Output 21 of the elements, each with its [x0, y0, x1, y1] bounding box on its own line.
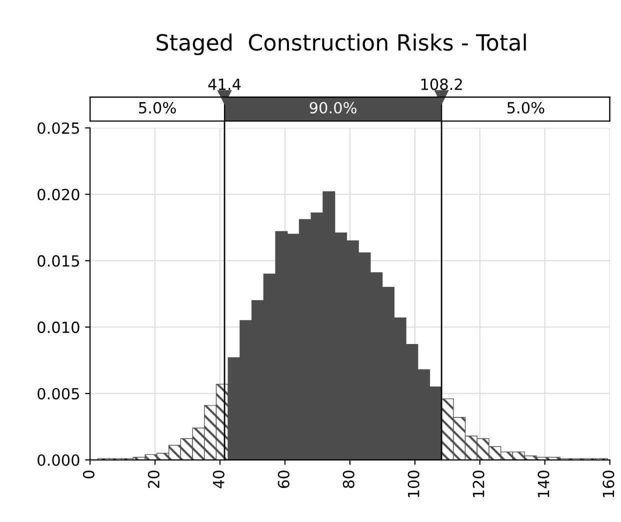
x-tick-label: 80: [342, 470, 354, 488]
x-tick-label: 40: [212, 470, 224, 488]
x-tick-label: 0: [82, 470, 94, 478]
x-tick-label: 20: [148, 470, 160, 488]
text: 90.0%: [310, 102, 356, 114]
y-tick-label: 0.025: [38, 122, 79, 134]
x-tick-label: 140: [538, 470, 550, 498]
y-tick-label: 0.010: [38, 322, 80, 334]
x-tick-label: 160: [602, 470, 614, 498]
ref-line-label: 108.2: [421, 78, 462, 90]
y-tick-label: 0.000: [38, 454, 80, 466]
text: 5.0%: [507, 102, 544, 114]
ref-line-label: 41.4: [208, 78, 241, 90]
x-tick-label: 120: [472, 470, 484, 498]
x-tick-label: 100: [408, 470, 420, 498]
text: 5.0%: [139, 102, 176, 114]
x-tick-label: 60: [278, 470, 290, 488]
y-tick-label: 0.005: [38, 388, 79, 400]
y-tick-label: 0.020: [38, 188, 80, 200]
chart-title: Staged Construction Risks - Total: [156, 34, 526, 56]
y-tick-label: 0.015: [38, 255, 79, 267]
